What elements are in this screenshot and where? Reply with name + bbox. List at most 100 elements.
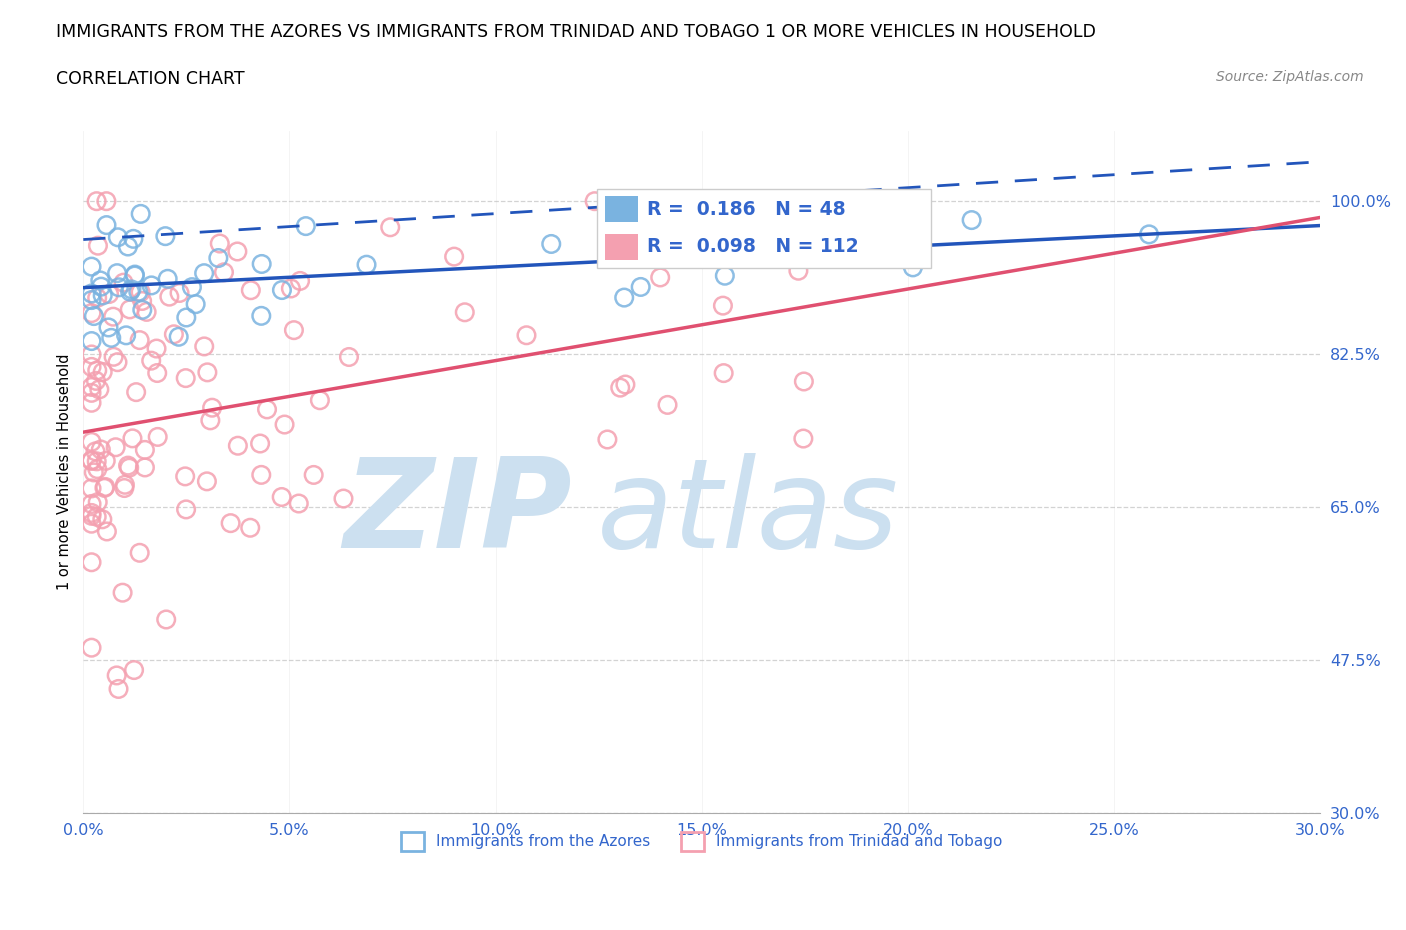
Point [96, 524, 118, 538]
Point [195, 474, 218, 489]
Point [124, 267, 146, 282]
Point [657, 397, 679, 412]
Point [86, 290, 108, 305]
Point [583, 193, 606, 208]
Point [596, 432, 619, 447]
Point [122, 232, 145, 246]
Point [89, 273, 111, 288]
Point [707, 246, 730, 261]
Point [107, 682, 129, 697]
Point [249, 436, 271, 451]
Point [337, 350, 360, 365]
Point [125, 385, 148, 400]
Point [271, 283, 294, 298]
Point [193, 266, 215, 281]
Point [86, 363, 108, 378]
Point [174, 371, 197, 386]
Point [84, 444, 107, 458]
Point [332, 491, 354, 506]
Point [273, 418, 295, 432]
Point [80, 434, 103, 449]
Point [96, 218, 118, 232]
Point [131, 294, 153, 309]
Point [141, 278, 163, 293]
Point [540, 236, 562, 251]
Point [713, 365, 735, 380]
Point [80, 385, 103, 400]
Point [176, 310, 198, 325]
Point [80, 506, 103, 521]
Text: ZIP: ZIP [343, 453, 572, 574]
Point [250, 257, 273, 272]
Point [711, 299, 734, 313]
Point [295, 219, 318, 233]
Point [288, 273, 311, 288]
Point [86, 510, 108, 525]
Point [80, 360, 103, 375]
Point [787, 263, 810, 278]
Point [155, 612, 177, 627]
Point [212, 265, 235, 280]
Point [80, 293, 103, 308]
Point [80, 509, 103, 524]
Point [131, 302, 153, 317]
Point [86, 193, 108, 208]
Point [609, 380, 631, 395]
Point [80, 454, 103, 469]
Point [98, 286, 121, 301]
Point [115, 328, 138, 343]
Point [103, 350, 125, 365]
Point [219, 516, 242, 531]
Point [84, 374, 107, 389]
Point [960, 213, 983, 228]
Point [790, 193, 813, 208]
Point [184, 297, 207, 312]
Point [226, 438, 249, 453]
Point [156, 272, 179, 286]
Point [117, 458, 139, 473]
Point [669, 214, 692, 229]
Text: CORRELATION CHART: CORRELATION CHART [56, 70, 245, 87]
Point [96, 193, 118, 208]
Point [169, 286, 191, 300]
Point [80, 497, 103, 512]
Point [80, 453, 103, 468]
Point [181, 280, 204, 295]
Point [443, 249, 465, 264]
Point [128, 545, 150, 560]
Point [89, 382, 111, 397]
Point [80, 481, 103, 496]
Point [121, 431, 143, 445]
Point [250, 468, 273, 483]
Text: IMMIGRANTS FROM THE AZORES VS IMMIGRANTS FROM TRINIDAD AND TOBAGO 1 OR MORE VEHI: IMMIGRANTS FROM THE AZORES VS IMMIGRANTS… [56, 23, 1097, 41]
Point [226, 244, 249, 259]
Text: atlas: atlas [596, 453, 898, 574]
Point [134, 443, 156, 458]
Point [91, 365, 114, 379]
Point [302, 468, 325, 483]
Point [94, 480, 117, 495]
Point [250, 309, 273, 324]
Point [270, 489, 292, 504]
Point [118, 302, 141, 317]
Point [167, 329, 190, 344]
Point [146, 430, 169, 445]
Point [128, 333, 150, 348]
Point [515, 327, 537, 342]
Point [80, 516, 103, 531]
Point [630, 280, 652, 295]
Point [120, 282, 142, 297]
Point [91, 512, 114, 526]
Point [141, 353, 163, 368]
Point [118, 460, 141, 475]
Point [792, 432, 814, 446]
Point [86, 454, 108, 469]
Point [103, 310, 125, 325]
Point [901, 259, 924, 274]
Point [309, 392, 332, 407]
Point [256, 402, 278, 417]
Point [105, 668, 128, 683]
Point [122, 662, 145, 677]
Point [793, 374, 815, 389]
Point [100, 330, 122, 345]
